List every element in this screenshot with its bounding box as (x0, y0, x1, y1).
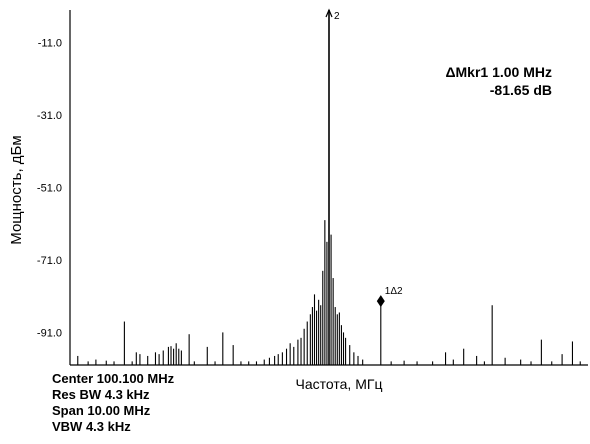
y-tick-labels: -11.0 -31.0 -51.0 -71.0 -91.0 (37, 38, 62, 340)
y-tick-label: -71.0 (37, 255, 62, 267)
marker-delta-symbol (376, 295, 385, 308)
marker-peak-label: 2 (334, 11, 340, 22)
marker-readout-delta: ΔMkr1 1.00 MHz (445, 64, 552, 80)
spectrum-trace (70, 10, 588, 366)
chart-markers: 2 1Δ2 (325, 8, 403, 308)
marker-readout-value: -81.65 dB (490, 82, 552, 98)
y-tick-label: -11.0 (38, 38, 62, 50)
video-bandwidth: VBW 4.3 kHz (52, 419, 131, 434)
y-tick-label: -91.0 (37, 327, 62, 339)
center-frequency: Center 100.100 MHz (52, 371, 175, 386)
frequency-span: Span 10.00 MHz (52, 403, 151, 418)
x-axis-label: Частота, МГц (296, 376, 383, 392)
marker-peak-symbol (325, 8, 333, 18)
y-tick-label: -31.0 (37, 110, 62, 122)
res-bandwidth: Res BW 4.3 kHz (52, 387, 150, 402)
y-axis-label: Мощность, дБм (8, 135, 25, 244)
y-tick-label: -51.0 (37, 183, 62, 195)
marker-delta-label: 1Δ2 (385, 286, 403, 297)
analyzer-settings: Center 100.100 MHz Res BW 4.3 kHz Span 1… (52, 371, 174, 435)
